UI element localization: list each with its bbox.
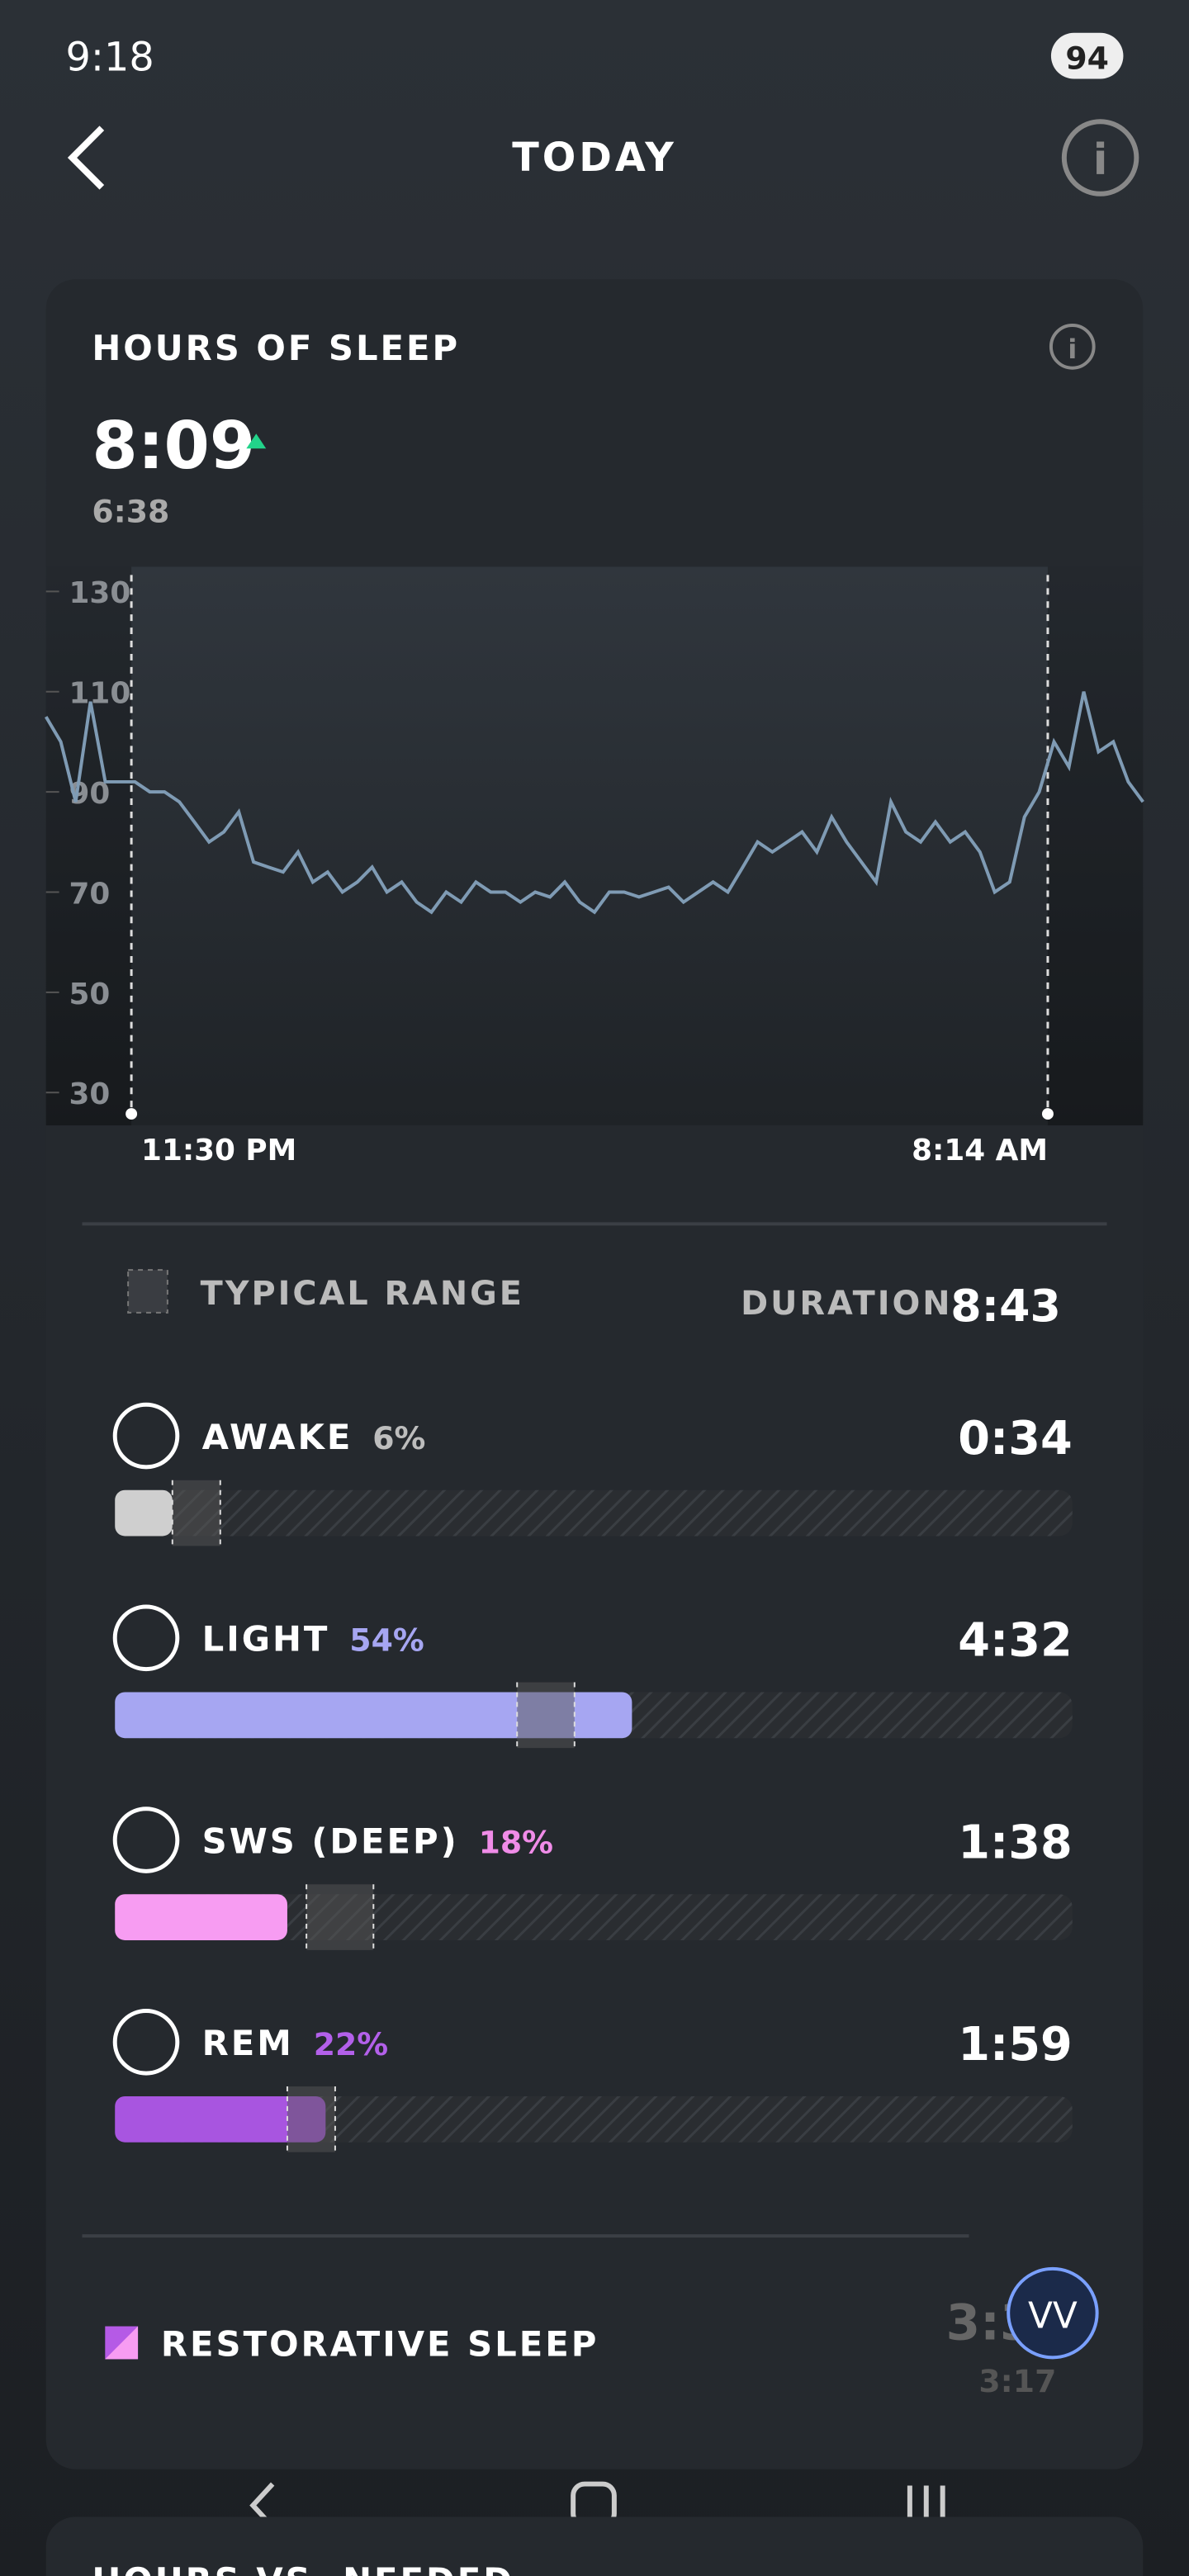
stage-pct: 6%: [372, 1420, 425, 1456]
y-tick-label: 50: [69, 978, 111, 1011]
up-arrow: [246, 433, 267, 449]
stage-time: 1:38: [958, 1816, 1072, 1869]
page-title: TODAY: [512, 135, 677, 181]
stage-track: [115, 2095, 1073, 2143]
stage-track: [115, 1489, 1073, 1537]
sleep-start-dot: [126, 1108, 138, 1120]
stage-bar: [115, 1894, 287, 1940]
y-tick-label: 70: [69, 877, 111, 911]
card-info-icon: i: [1068, 334, 1077, 365]
stage-label: LIGHT 54%: [202, 1619, 424, 1660]
x-label: 11:30 PM: [141, 1134, 296, 1167]
pre-sleep-shade: [45, 566, 132, 1126]
info-icon: i: [1093, 135, 1108, 185]
y-tick-label: 130: [69, 576, 131, 610]
battery: [1050, 32, 1124, 79]
stage-label: REM 22%: [202, 2023, 388, 2063]
stage-bar: [115, 2095, 326, 2143]
stage-toggle[interactable]: [112, 2009, 180, 2076]
stage-name: AWAKE: [202, 1417, 353, 1457]
stage-time: 0:34: [958, 1412, 1072, 1466]
stage-name: REM: [202, 2023, 294, 2063]
stage-bar: [115, 1692, 632, 1739]
typical-range: [287, 2086, 335, 2152]
info-button[interactable]: [1061, 119, 1139, 197]
stages: AWAKE 6% 0:34 LIGHT 54% 4:32 SWS (DEEP) 18% 1:38…: [112, 1402, 1073, 2152]
stage-time: 4:32: [958, 1614, 1072, 1668]
stage-name: LIGHT: [202, 1619, 330, 1660]
stage-name: SWS (DEEP): [202, 1821, 459, 1861]
status-time: 9:18: [66, 36, 154, 81]
typical-range: [172, 1480, 220, 1546]
x-label: 8:14 AM: [912, 1134, 1048, 1167]
next-card-title: HOURS VS. NEEDED: [92, 2560, 514, 2576]
post-sleep-shade: [1047, 566, 1144, 1126]
stage-pct: 22%: [314, 2026, 388, 2062]
duration-label: DURATION: [741, 1285, 952, 1323]
next-card: [45, 2517, 1144, 2576]
stage-bar: [115, 1489, 173, 1537]
card-title: HOURS OF SLEEP: [92, 328, 460, 368]
stage-pct: 18%: [479, 1824, 553, 1860]
stage-toggle[interactable]: [112, 1402, 180, 1470]
hr-line: [44, 691, 1144, 915]
restorative-title: RESTORATIVE SLEEP: [161, 2323, 599, 2364]
previous-value: 6:38: [92, 494, 169, 530]
typical-range: [306, 1884, 374, 1950]
stage-label: AWAKE 6%: [202, 1417, 426, 1457]
stage-label: SWS (DEEP) 18%: [202, 1821, 553, 1861]
card-info[interactable]: [1049, 323, 1096, 370]
chart-bg: [45, 566, 1144, 1126]
back-button[interactable]: [67, 125, 105, 190]
typical-range-swatch: [127, 1269, 168, 1314]
legend-label: TYPICAL RANGE: [201, 1275, 524, 1313]
stage-time: 1:59: [958, 2018, 1072, 2072]
duration-value: 8:43: [950, 1280, 1061, 1332]
battery-level: 94: [1065, 40, 1109, 77]
y-tick-label: 30: [69, 1077, 111, 1111]
sleep-value: 8:09: [92, 407, 255, 484]
y-tick-label: 110: [69, 677, 131, 711]
stage-toggle[interactable]: [112, 1807, 180, 1873]
coach-icon: VV: [1028, 2295, 1078, 2337]
sleep-end-dot: [1041, 1108, 1054, 1120]
stage-pct: 54%: [349, 1622, 424, 1659]
coach-button[interactable]: [1007, 2266, 1099, 2360]
stage-toggle[interactable]: [112, 1604, 180, 1672]
restorative-previous: 3:17: [978, 2363, 1056, 2399]
typical-range: [517, 1682, 575, 1749]
